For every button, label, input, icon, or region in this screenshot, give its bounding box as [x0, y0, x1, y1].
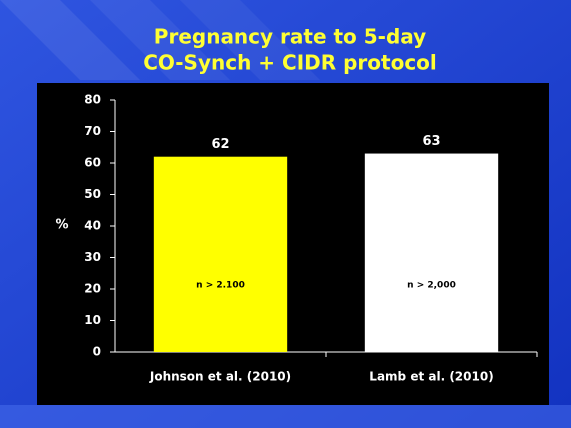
x-tick-label: Lamb et al. (2010)	[369, 370, 493, 384]
annotation: n > 2,000	[407, 281, 456, 291]
footer-band	[0, 405, 571, 428]
y-tick-label: 60	[84, 156, 101, 170]
value-label: 62	[211, 137, 229, 152]
y-tick-label: 70	[84, 124, 101, 138]
stripe	[0, 0, 140, 80]
y-tick-label: 40	[84, 219, 101, 233]
bar	[364, 153, 499, 352]
y-tick-label: 80	[84, 93, 101, 107]
y-axis-label: %	[55, 218, 68, 233]
y-tick-label: 50	[84, 187, 101, 201]
y-tick-label: 0	[93, 345, 101, 359]
stripe	[180, 0, 320, 80]
title-line: Pregnancy rate to 5-day	[154, 25, 426, 49]
x-tick-label: Johnson et al. (2010)	[149, 370, 291, 384]
title-line: CO-Synch + CIDR protocol	[143, 51, 437, 75]
stripe	[90, 0, 230, 80]
y-tick-label: 10	[84, 313, 101, 327]
y-tick-label: 30	[84, 250, 101, 264]
bar	[153, 156, 288, 352]
value-label: 63	[422, 134, 440, 149]
annotation: n > 2.100	[196, 281, 245, 291]
y-tick-label: 20	[84, 282, 101, 296]
